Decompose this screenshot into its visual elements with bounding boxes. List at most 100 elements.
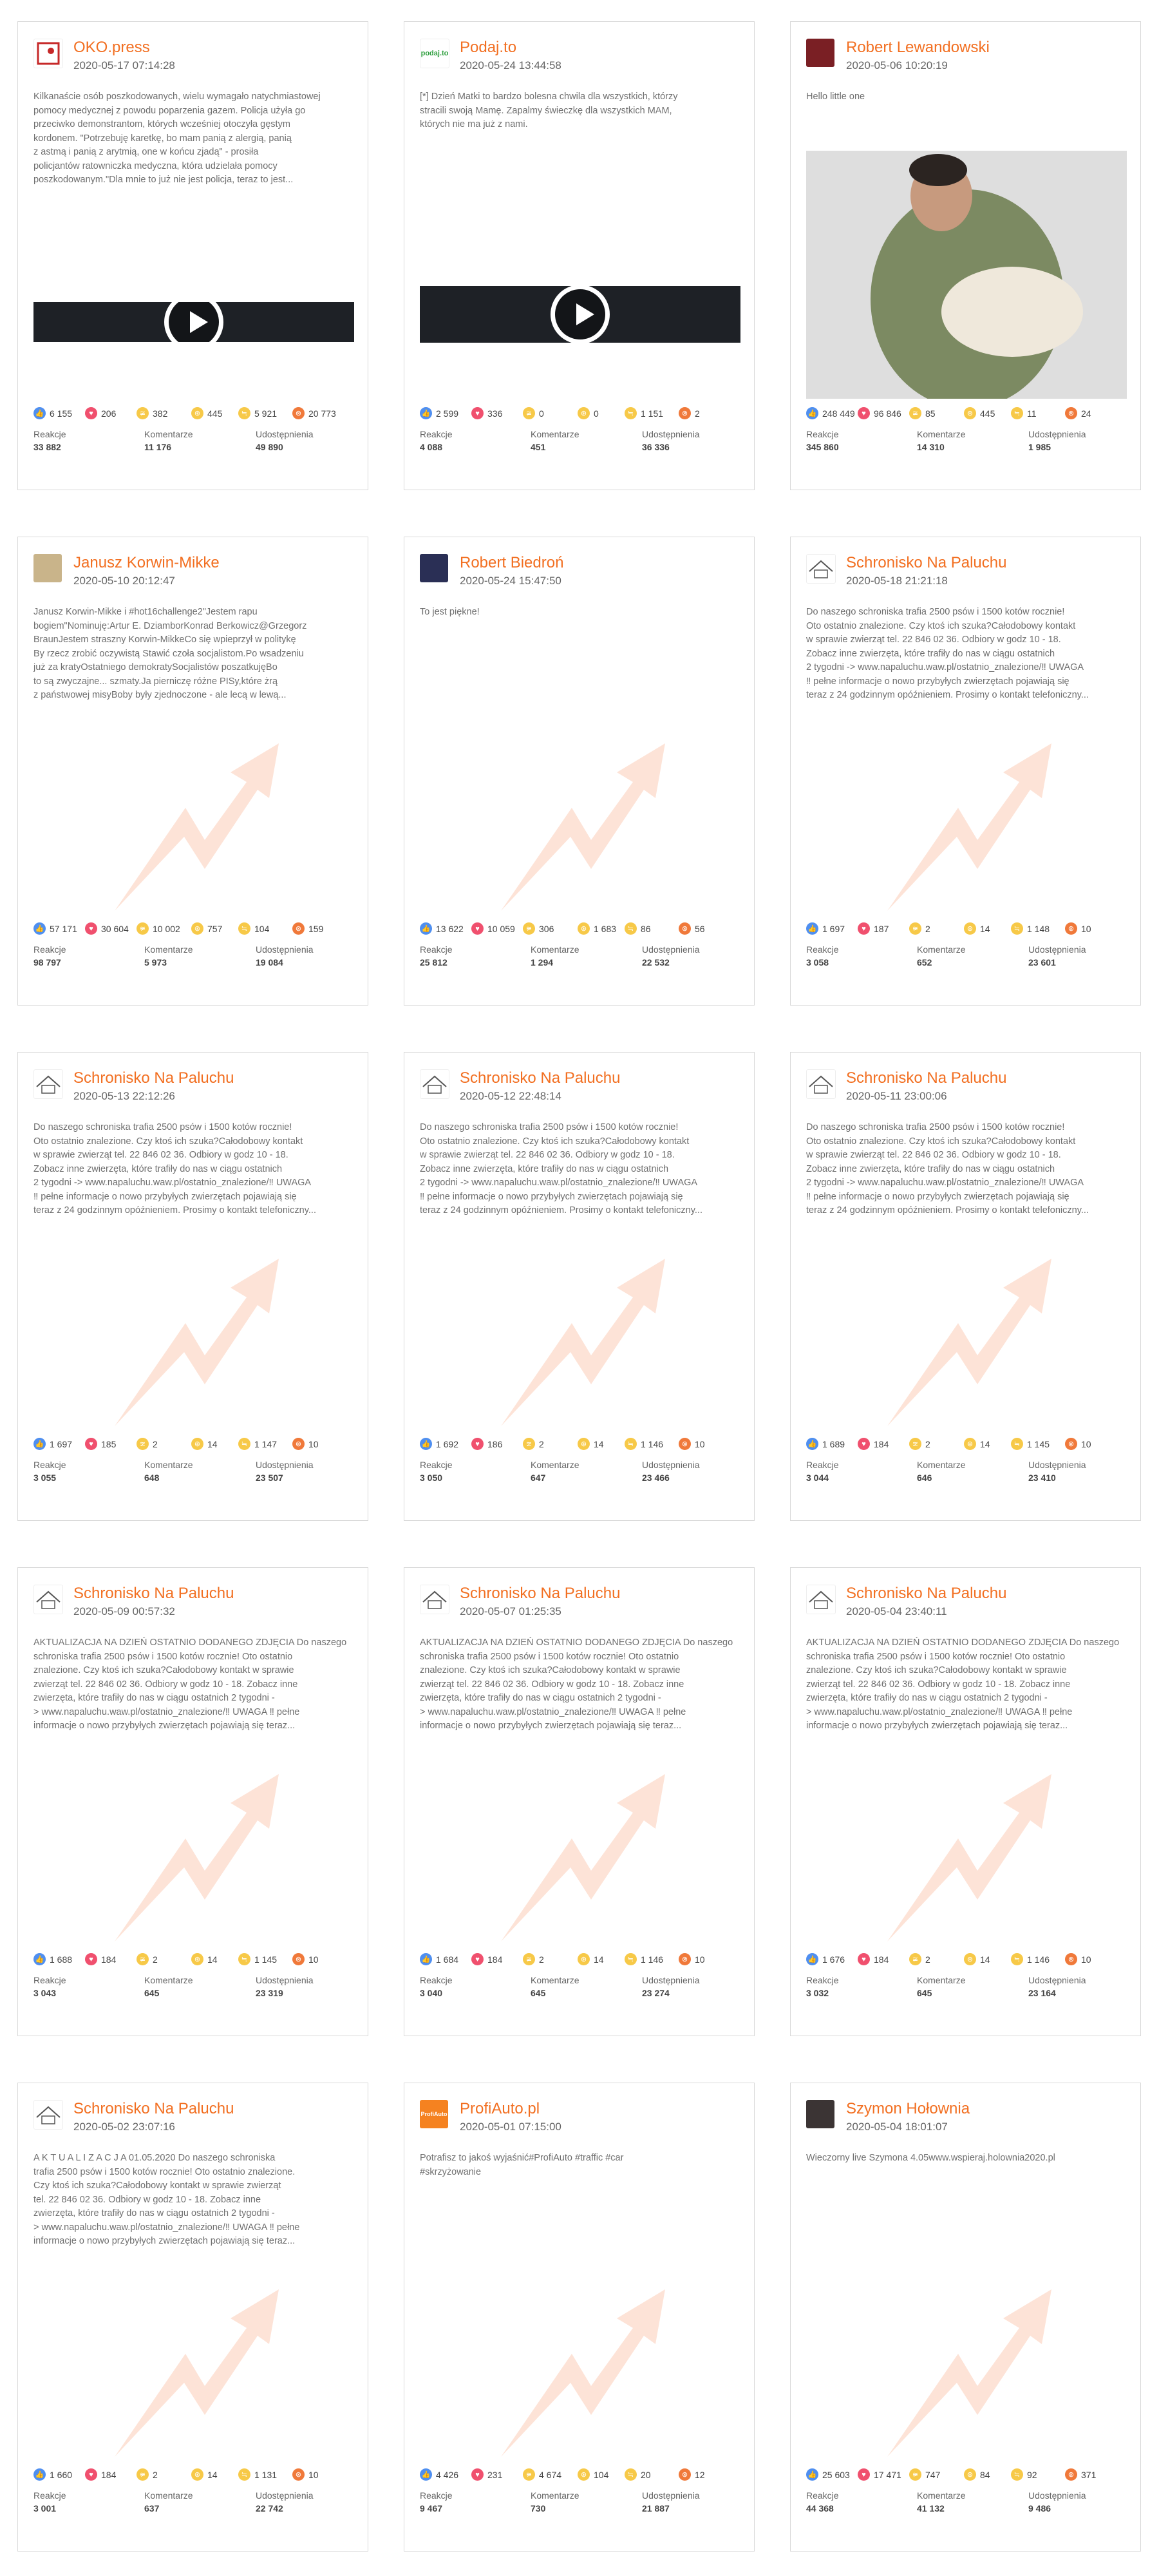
- post-card[interactable]: Szymon Hołownia 2020-05-04 18:01:07 Wieczo…: [790, 2083, 1141, 2552]
- post-video[interactable]: [420, 286, 740, 343]
- post-text: AKTUALIZACJA NA DZIEŃ OSTATNIO DODANEGO …: [33, 1637, 347, 1731]
- reaction-stats: 👍 1 697 ♥ 187 ≆ 2 ⊛ 14 ≒ 1 148 ⊗ 10: [806, 921, 1134, 937]
- reactions-column: Reakcje 33 882: [33, 429, 66, 452]
- author-link[interactable]: Robert Lewandowski: [846, 39, 990, 56]
- post-card[interactable]: Janusz Korwin-Mikke 2020-05-10 20:12:47 Ja…: [17, 537, 368, 1006]
- schronisko-logo-icon[interactable]: [33, 1585, 63, 1614]
- stat-angry: ⊗ 10: [679, 1953, 705, 1965]
- shares-value: 23 319: [256, 1988, 283, 1998]
- post-card[interactable]: Robert Lewandowski 2020-05-06 10:20:19 Hel…: [790, 21, 1141, 490]
- author-link[interactable]: Janusz Korwin-Mikke: [73, 554, 220, 571]
- post-photo[interactable]: [806, 151, 1127, 399]
- author-link[interactable]: Robert Biedroń: [460, 554, 564, 571]
- author-link[interactable]: OKO.press: [73, 39, 150, 56]
- szymon-holownia-avatar-icon[interactable]: [806, 2100, 834, 2128]
- author-link[interactable]: Schronisko Na Paluchu: [460, 1585, 621, 1602]
- author-link[interactable]: Podaj.to: [460, 39, 517, 56]
- author-link[interactable]: Schronisko Na Paluchu: [460, 1069, 621, 1087]
- shares-label: Udostępnienia: [256, 944, 314, 955]
- author-link[interactable]: Szymon Hołownia: [846, 2100, 970, 2117]
- post-card[interactable]: OKO.press 2020-05-17 07:14:28 Kilkanaście …: [17, 21, 368, 490]
- love-icon: ♥: [858, 1438, 870, 1450]
- post-footer: Reakcje 345 860 Komentarze 14 310 Udostępnie…: [806, 429, 1127, 455]
- stat-love: ♥ 184: [85, 1953, 116, 1965]
- angry-icon: ⊗: [679, 2468, 691, 2481]
- author-link[interactable]: Schronisko Na Paluchu: [73, 1069, 234, 1087]
- sad-icon: ≒: [1011, 2468, 1023, 2481]
- wow-icon: ⊛: [964, 1953, 976, 1965]
- wow-icon: ⊛: [578, 407, 590, 419]
- watermark-arrow-icon: [115, 743, 279, 911]
- schronisko-logo-icon[interactable]: [806, 1069, 836, 1099]
- oko-press-logo-icon[interactable]: [33, 39, 63, 68]
- schronisko-logo-icon[interactable]: [806, 1585, 836, 1614]
- post-card[interactable]: Schronisko Na Paluchu 2020-05-09 00:57:32…: [17, 1567, 368, 2036]
- stat-sad-count: 20: [641, 2469, 651, 2480]
- post-video[interactable]: [33, 302, 354, 342]
- janusz-korwin-mikke-avatar-icon[interactable]: [33, 554, 62, 582]
- love-icon: ♥: [858, 407, 870, 419]
- stat-angry-count: 371: [1081, 2469, 1097, 2480]
- stat-like-count: 248 449: [822, 408, 855, 419]
- wow-icon: ⊛: [964, 922, 976, 935]
- stat-wow: ⊛ 14: [964, 922, 990, 935]
- stat-angry: ⊗ 24: [1065, 407, 1091, 419]
- post-header: Robert Biedroń 2020-05-24 15:47:50: [420, 554, 741, 593]
- play-icon[interactable]: [164, 302, 223, 342]
- schronisko-logo-icon[interactable]: [33, 2100, 63, 2130]
- post-card[interactable]: Schronisko Na Paluchu 2020-05-11 23:00:06…: [790, 1052, 1141, 1521]
- comments-label: Komentarze: [144, 429, 193, 439]
- author-link[interactable]: Schronisko Na Paluchu: [73, 1585, 234, 1602]
- author-link[interactable]: ProfiAuto.pl: [460, 2100, 540, 2117]
- robert-biedron-avatar-icon[interactable]: [420, 554, 448, 582]
- stat-haha: ≆ 2: [137, 1438, 158, 1450]
- author-link[interactable]: Schronisko Na Paluchu: [846, 1585, 1007, 1602]
- post-date: 2020-05-04 23:40:11: [846, 1605, 947, 1617]
- schronisko-logo-icon[interactable]: [420, 1585, 449, 1614]
- love-icon: ♥: [858, 922, 870, 935]
- stat-haha-count: 85: [925, 408, 936, 419]
- sad-icon: ≒: [238, 2468, 250, 2481]
- reactions-column: Reakcje 44 368: [806, 2490, 839, 2514]
- robert-lewandowski-avatar-icon[interactable]: [806, 39, 834, 67]
- stat-like-count: 1 689: [822, 1438, 845, 1449]
- author-link[interactable]: Schronisko Na Paluchu: [846, 1069, 1007, 1087]
- author-link[interactable]: Schronisko Na Paluchu: [73, 2100, 234, 2117]
- post-card[interactable]: podaj.to Podaj.to 2020-05-24 13:44:58 [*] D…: [404, 21, 755, 490]
- post-header: Schronisko Na Paluchu 2020-05-18 21:21:18: [806, 554, 1127, 593]
- comments-column: Komentarze 645: [531, 1975, 579, 1998]
- wow-icon: ⊛: [964, 1438, 976, 1450]
- stat-haha-count: 10 002: [153, 923, 180, 934]
- shares-value: 21 887: [642, 2503, 670, 2514]
- angry-icon: ⊗: [292, 1438, 305, 1450]
- reaction-stats: 👍 1 684 ♥ 184 ≆ 2 ⊛ 14 ≒ 1 146 ⊗ 10: [420, 1952, 748, 1967]
- comments-label: Komentarze: [531, 2490, 580, 2501]
- stat-angry: ⊗ 159: [292, 922, 323, 935]
- stat-haha-count: 2: [925, 923, 930, 934]
- post-card[interactable]: Schronisko Na Paluchu 2020-05-07 01:25:35…: [404, 1567, 755, 2036]
- schronisko-logo-icon[interactable]: [806, 554, 836, 584]
- podaj-to-logo-icon[interactable]: podaj.to: [420, 39, 449, 68]
- author-link[interactable]: Schronisko Na Paluchu: [846, 554, 1007, 571]
- stat-haha: ≆ 85: [909, 407, 936, 419]
- post-card[interactable]: ProfiAuto ProfiAuto.pl 2020-05-01 07:15:00…: [404, 2083, 755, 2552]
- post-card[interactable]: Schronisko Na Paluchu 2020-05-12 22:48:14…: [404, 1052, 755, 1521]
- sad-icon: ≒: [238, 922, 250, 935]
- post-card[interactable]: Schronisko Na Paluchu 2020-05-13 22:12:26…: [17, 1052, 368, 1521]
- schronisko-logo-icon[interactable]: [420, 1069, 449, 1099]
- haha-icon: ≆: [909, 407, 921, 419]
- stat-haha: ≆ 2: [137, 2468, 158, 2481]
- post-card[interactable]: Schronisko Na Paluchu 2020-05-18 21:21:18…: [790, 537, 1141, 1006]
- schronisko-logo-icon[interactable]: [33, 1069, 63, 1099]
- stat-love-count: 96 846: [874, 408, 901, 419]
- stat-wow: ⊛ 1 683: [578, 922, 616, 935]
- post-date: 2020-05-02 23:07:16: [73, 2121, 175, 2133]
- post-card[interactable]: Schronisko Na Paluchu 2020-05-02 23:07:16…: [17, 2083, 368, 2552]
- play-icon[interactable]: [551, 286, 610, 343]
- post-card[interactable]: Schronisko Na Paluchu 2020-05-04 23:40:11…: [790, 1567, 1141, 2036]
- profiauto-logo-icon[interactable]: ProfiAuto: [420, 2100, 448, 2128]
- shares-column: Udostępnienia 23 507: [256, 1460, 314, 1483]
- post-card[interactable]: Robert Biedroń 2020-05-24 15:47:50 To jest…: [404, 537, 755, 1006]
- stat-like: 👍 2 599: [420, 407, 458, 419]
- stat-sad-count: 1 146: [641, 1954, 664, 1965]
